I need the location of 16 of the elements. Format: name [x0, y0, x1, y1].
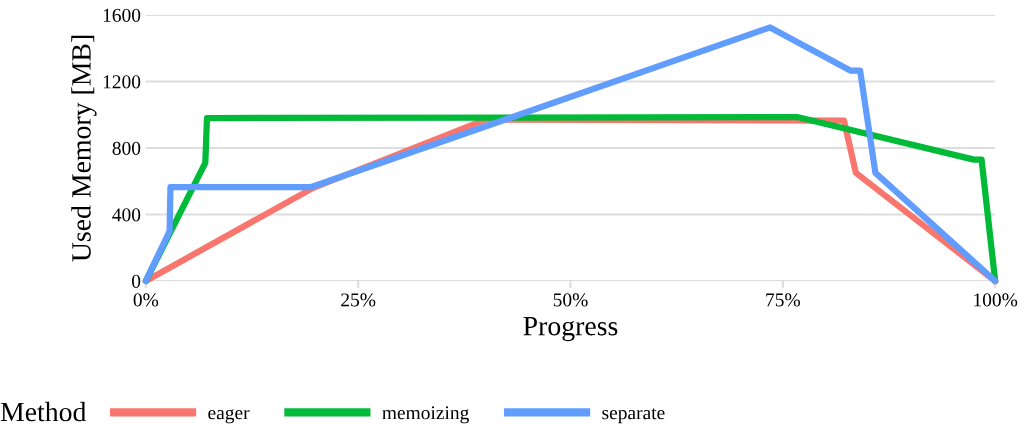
x-tick-label: 50%	[553, 293, 588, 307]
x-tick-label: 25%	[341, 293, 376, 307]
legend-label: memoizing	[382, 406, 469, 424]
x-axis-title: Progress	[523, 316, 618, 342]
y-axis-title: Used Memory [MB]	[71, 35, 97, 262]
legend-label: eager	[208, 409, 250, 424]
y-tick-label: 0	[131, 274, 141, 288]
x-tick-label: 100%	[974, 293, 1018, 307]
x-tick-label: 0%	[133, 293, 159, 307]
y-tick-label: 400	[112, 208, 141, 222]
legend-label: separate	[602, 408, 665, 424]
y-tick-label: 1200	[103, 75, 141, 89]
y-tick-label: 1600	[103, 8, 141, 22]
x-tick-label: 75%	[766, 293, 800, 307]
legend-title: Method	[0, 401, 87, 422]
y-tick-label: 800	[112, 141, 141, 155]
